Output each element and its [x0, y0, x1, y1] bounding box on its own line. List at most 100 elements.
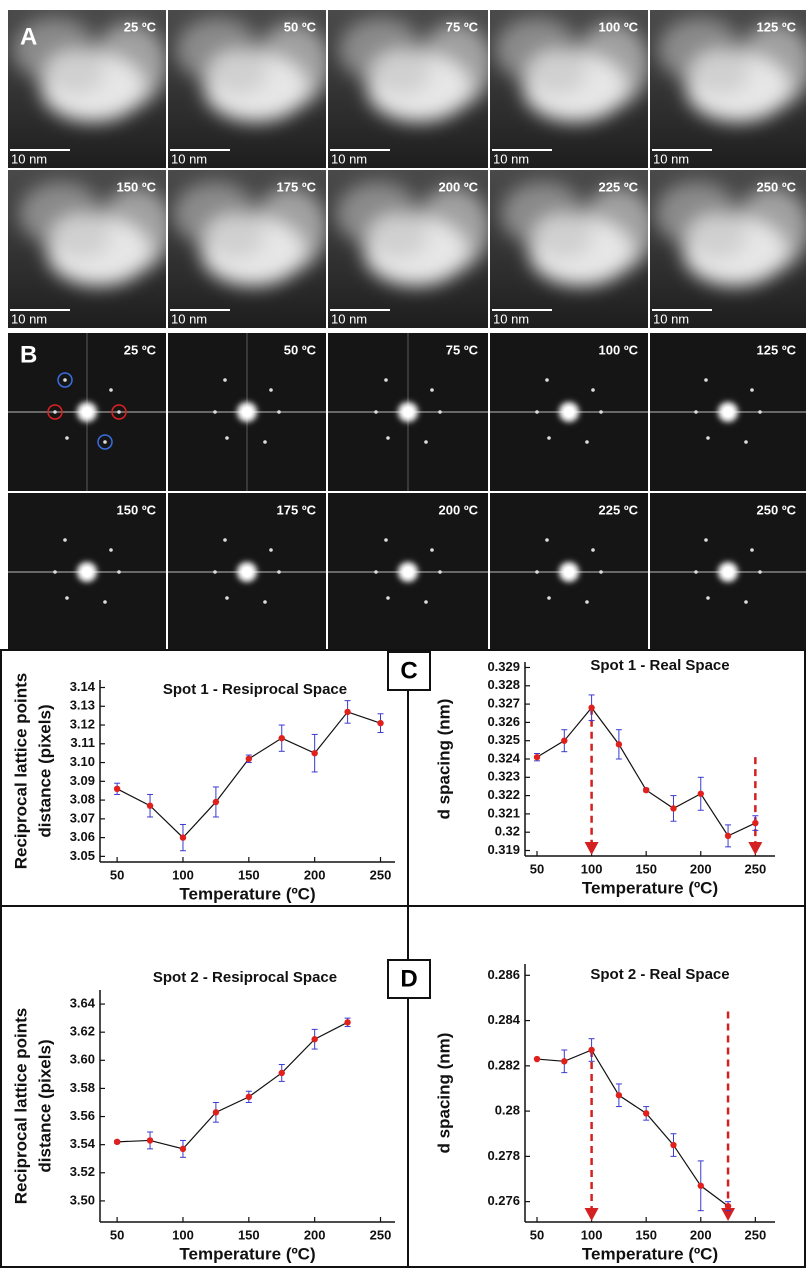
fft-spot: [117, 410, 121, 414]
data-point: [377, 720, 383, 726]
image-cell: 200 ºC: [328, 493, 488, 651]
data-point: [213, 799, 219, 805]
image-cell: 75 ºC10 nm: [328, 10, 494, 168]
x-tick-label: 50: [530, 861, 544, 876]
fft-spot: [591, 548, 595, 552]
fft-center: [403, 407, 413, 417]
y-tick-label: 3.08: [70, 792, 95, 807]
y-tick-label: 3.13: [70, 698, 95, 713]
x-tick-label: 250: [744, 1227, 766, 1242]
temperature-label: 100 ºC: [599, 19, 639, 34]
y-tick-label: 3.56: [70, 1108, 95, 1123]
fft-spot: [704, 378, 708, 382]
x-tick-label: 150: [635, 1227, 657, 1242]
data-point: [147, 1137, 153, 1143]
temperature-label: 150 ºC: [117, 502, 157, 517]
fft-spot: [269, 548, 273, 552]
data-point: [311, 1036, 317, 1042]
data-point: [534, 754, 540, 760]
data-point: [114, 1139, 120, 1145]
scale-label: 10 nm: [493, 311, 529, 326]
y-tick-label: 0.323: [487, 769, 520, 784]
y-tick-label: 0.326: [487, 714, 520, 729]
data-point: [670, 805, 676, 811]
y-tick-label: 3.52: [70, 1164, 95, 1179]
y-tick-label: 3.62: [70, 1024, 95, 1039]
x-tick-label: 200: [304, 1227, 326, 1242]
fft-spot: [65, 596, 69, 600]
particle-part: [527, 50, 587, 94]
fft-spot: [694, 570, 698, 574]
y-tick-label: 0.278: [487, 1148, 520, 1163]
scale-label: 10 nm: [653, 151, 689, 166]
data-point: [725, 833, 731, 839]
fft-spot: [585, 600, 589, 604]
image-cell: 125 ºC 10 nm: [650, 10, 806, 168]
temperature-label: 100 ºC: [599, 342, 639, 357]
y-tick-label: 3.60: [70, 1052, 95, 1067]
fft-spot: [384, 378, 388, 382]
scale-label: 10 nm: [331, 311, 367, 326]
fft-spot: [103, 440, 107, 444]
data-point: [561, 1058, 567, 1064]
image-cell: 100 ºC: [490, 333, 648, 491]
fft-spot: [223, 538, 227, 542]
scale-label: 10 nm: [11, 151, 47, 166]
fft-spot: [438, 410, 442, 414]
y-axis-title: d spacing (nm): [434, 699, 453, 820]
y-axis-title: distance (pixels): [35, 1039, 54, 1172]
data-point: [311, 750, 317, 756]
panel-label: D: [400, 965, 417, 992]
y-tick-label: 0.327: [487, 696, 520, 711]
particle-part: [371, 50, 431, 94]
temperature-label: 250 ºC: [757, 502, 797, 517]
fft-spot: [65, 436, 69, 440]
fft-spot: [591, 388, 595, 392]
fft-spot: [277, 570, 281, 574]
fft-spot: [430, 388, 434, 392]
x-axis-title: Temperature (ºC): [179, 1244, 315, 1263]
data-point: [616, 1092, 622, 1098]
data-point: [534, 1056, 540, 1062]
fft-spot: [599, 570, 603, 574]
x-tick-label: 150: [238, 1227, 260, 1242]
fft-spot: [535, 410, 539, 414]
y-axis-title: Reciprocal lattice points: [11, 673, 30, 870]
fft-spot: [424, 440, 428, 444]
image-cell: 200 ºC 10 nm: [328, 170, 491, 328]
particle-part: [208, 50, 268, 94]
x-axis-title: Temperature (ºC): [582, 878, 718, 897]
fft-spot: [384, 538, 388, 542]
x-tick-label: 250: [744, 861, 766, 876]
y-tick-label: 3.09: [70, 773, 95, 788]
fft-spot: [374, 570, 378, 574]
data-point: [180, 1146, 186, 1152]
scale-label: 10 nm: [171, 151, 207, 166]
fft-center: [564, 567, 574, 577]
data-point: [114, 786, 120, 792]
x-tick-label: 200: [690, 1227, 712, 1242]
particle-part: [690, 50, 750, 94]
chart-title: Spot 1 - Resiprocal Space: [163, 681, 347, 698]
particle-part: [45, 50, 105, 94]
fft-spot: [758, 570, 762, 574]
fft-center: [564, 407, 574, 417]
fft-spot: [53, 410, 57, 414]
fft-spot: [263, 600, 267, 604]
x-tick-label: 50: [530, 1227, 544, 1242]
y-tick-label: 3.07: [70, 810, 95, 825]
temperature-label: 75 ºC: [446, 19, 479, 34]
x-tick-label: 100: [581, 1227, 603, 1242]
temperature-label: 200 ºC: [439, 179, 479, 194]
fft-spot: [599, 410, 603, 414]
x-tick-label: 50: [110, 867, 124, 882]
x-tick-label: 250: [370, 867, 392, 882]
temperature-label: 225 ºC: [599, 502, 639, 517]
fft-center: [82, 567, 92, 577]
y-tick-label: 0.322: [487, 787, 520, 802]
fft-spot: [103, 600, 107, 604]
temperature-label: 125 ºC: [757, 19, 797, 34]
data-point: [246, 756, 252, 762]
x-tick-label: 100: [172, 1227, 194, 1242]
